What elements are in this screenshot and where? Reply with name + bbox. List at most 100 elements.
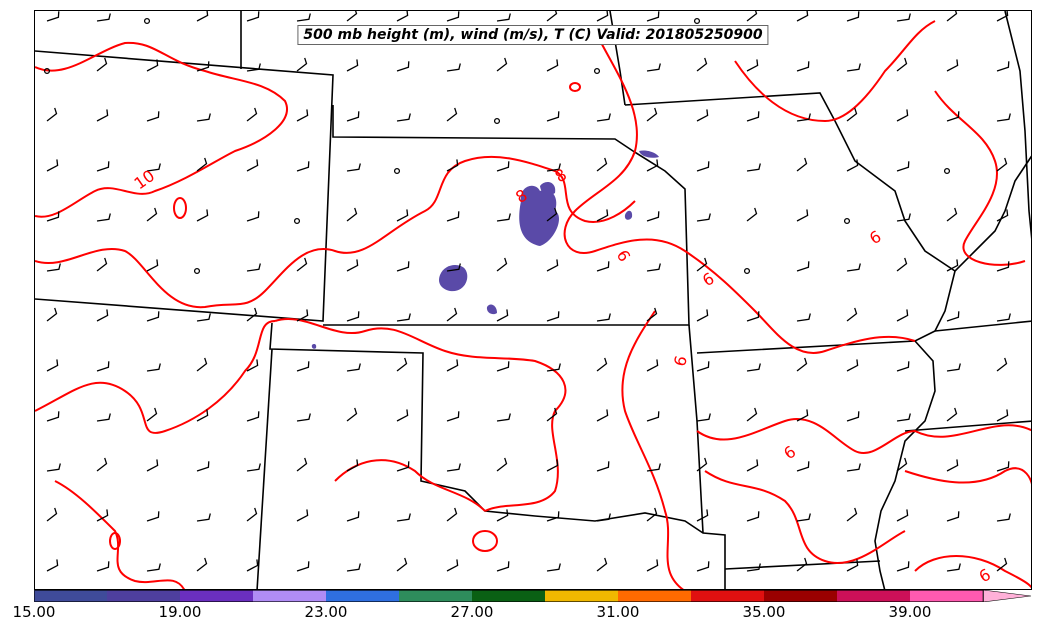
wind-barb (696, 257, 708, 272)
wind-barb (296, 13, 311, 22)
wind-barb (846, 507, 858, 522)
wind-barb (146, 311, 160, 322)
wind-barb (346, 311, 360, 322)
state-boundary (904, 420, 1031, 432)
isotherm-line (734, 20, 936, 123)
colorbar-segment (399, 590, 473, 602)
colorbar-tick: 31.00 (596, 603, 640, 621)
wind-barb (396, 409, 409, 422)
wind-barb (996, 209, 1009, 222)
wind-barb (446, 263, 461, 272)
wind-barb (796, 557, 808, 572)
wind-barb (446, 359, 459, 372)
colorbar-segment (34, 590, 108, 602)
wind-barb (846, 359, 859, 372)
wind-barb (46, 463, 61, 472)
calm-wind-marker (943, 167, 951, 175)
wind-barb (46, 211, 60, 222)
wind-barb (996, 11, 1009, 22)
colorbar-segment (472, 590, 546, 602)
wind-barb (896, 561, 910, 572)
wind-barb (896, 257, 908, 272)
wind-barb (296, 361, 310, 372)
wind-barb (46, 11, 60, 22)
wind-barb (996, 513, 1011, 522)
isotherm-label: 6 (780, 442, 799, 463)
wind-barb (396, 209, 409, 222)
colorbar (34, 587, 1032, 603)
wind-barb (696, 161, 710, 172)
wind-barb (646, 11, 660, 22)
wind-barb (496, 161, 510, 172)
calm-wind-marker (43, 67, 51, 75)
wind-barb (496, 213, 511, 222)
wind-barb (796, 157, 808, 172)
wind-barb (196, 461, 210, 472)
wind-barb (996, 61, 1010, 72)
colorbar-segment (764, 590, 838, 602)
wind-barb (546, 59, 559, 72)
wind-barb (696, 309, 709, 322)
calm-wind-marker (293, 217, 301, 225)
colorbar-extend-arrow (982, 589, 1032, 603)
wind-barb (196, 11, 209, 22)
wind-barb (96, 457, 108, 472)
wind-barb (746, 207, 758, 222)
wind-barb (696, 509, 709, 522)
wind-barb (796, 113, 811, 122)
wind-barb (996, 557, 1008, 572)
wind-barb (796, 357, 808, 372)
wind-barb (696, 109, 709, 122)
wind-barb (896, 509, 909, 522)
wind-barb (946, 111, 960, 122)
wind-barb (696, 413, 711, 422)
wind-barb (796, 313, 811, 322)
isotherm-label: 6 (866, 227, 884, 249)
wind-barb (896, 57, 908, 72)
wind-barb (46, 359, 59, 372)
wind-barb (346, 511, 360, 522)
wind-barb (246, 63, 261, 72)
isotherm-closed (569, 82, 581, 92)
wind-barb (996, 113, 1011, 122)
wind-barb (946, 511, 960, 522)
wind-barb (396, 513, 411, 522)
wind-barb (446, 11, 460, 22)
calm-wind-marker (393, 167, 401, 175)
wind-barb (396, 313, 411, 322)
wind-barb (696, 57, 708, 72)
wind-barb (796, 513, 811, 522)
wind-barb (346, 163, 361, 172)
wind-barb (546, 111, 560, 122)
wind-barb (46, 107, 58, 122)
colorbar-tick: 15.00 (12, 603, 56, 621)
map-panel: 10 8 6 8 6 6 6 6 6 500 mb height (m), wi… (34, 10, 1032, 590)
wind-barb (346, 11, 358, 22)
wind-barb (596, 409, 609, 422)
wind-barb (596, 357, 608, 372)
wind-barb (696, 561, 710, 572)
colorbar-tick: 35.00 (742, 603, 786, 621)
wind-barb (146, 563, 161, 572)
wind-barb (146, 259, 159, 272)
wind-barb (96, 509, 109, 522)
isotherm-line (704, 470, 906, 564)
shaded-area (624, 210, 633, 220)
wind-barb (946, 459, 959, 472)
wind-barb (196, 357, 208, 372)
wind-barb (546, 163, 561, 172)
wind-barb (596, 113, 611, 122)
wind-barb (896, 13, 911, 22)
wind-barb (896, 213, 911, 222)
wind-barb (646, 63, 661, 72)
wind-barb (246, 11, 260, 22)
wind-barb (546, 407, 558, 422)
wind-barb (596, 313, 611, 322)
wind-barb (346, 407, 358, 422)
wind-barb (296, 509, 309, 522)
wind-barb (346, 111, 360, 122)
shaded-area (639, 150, 659, 158)
isotherm-closed (173, 197, 187, 219)
wind-barb (496, 361, 510, 372)
map-canvas: 10 8 6 8 6 6 6 6 6 (35, 11, 1031, 589)
